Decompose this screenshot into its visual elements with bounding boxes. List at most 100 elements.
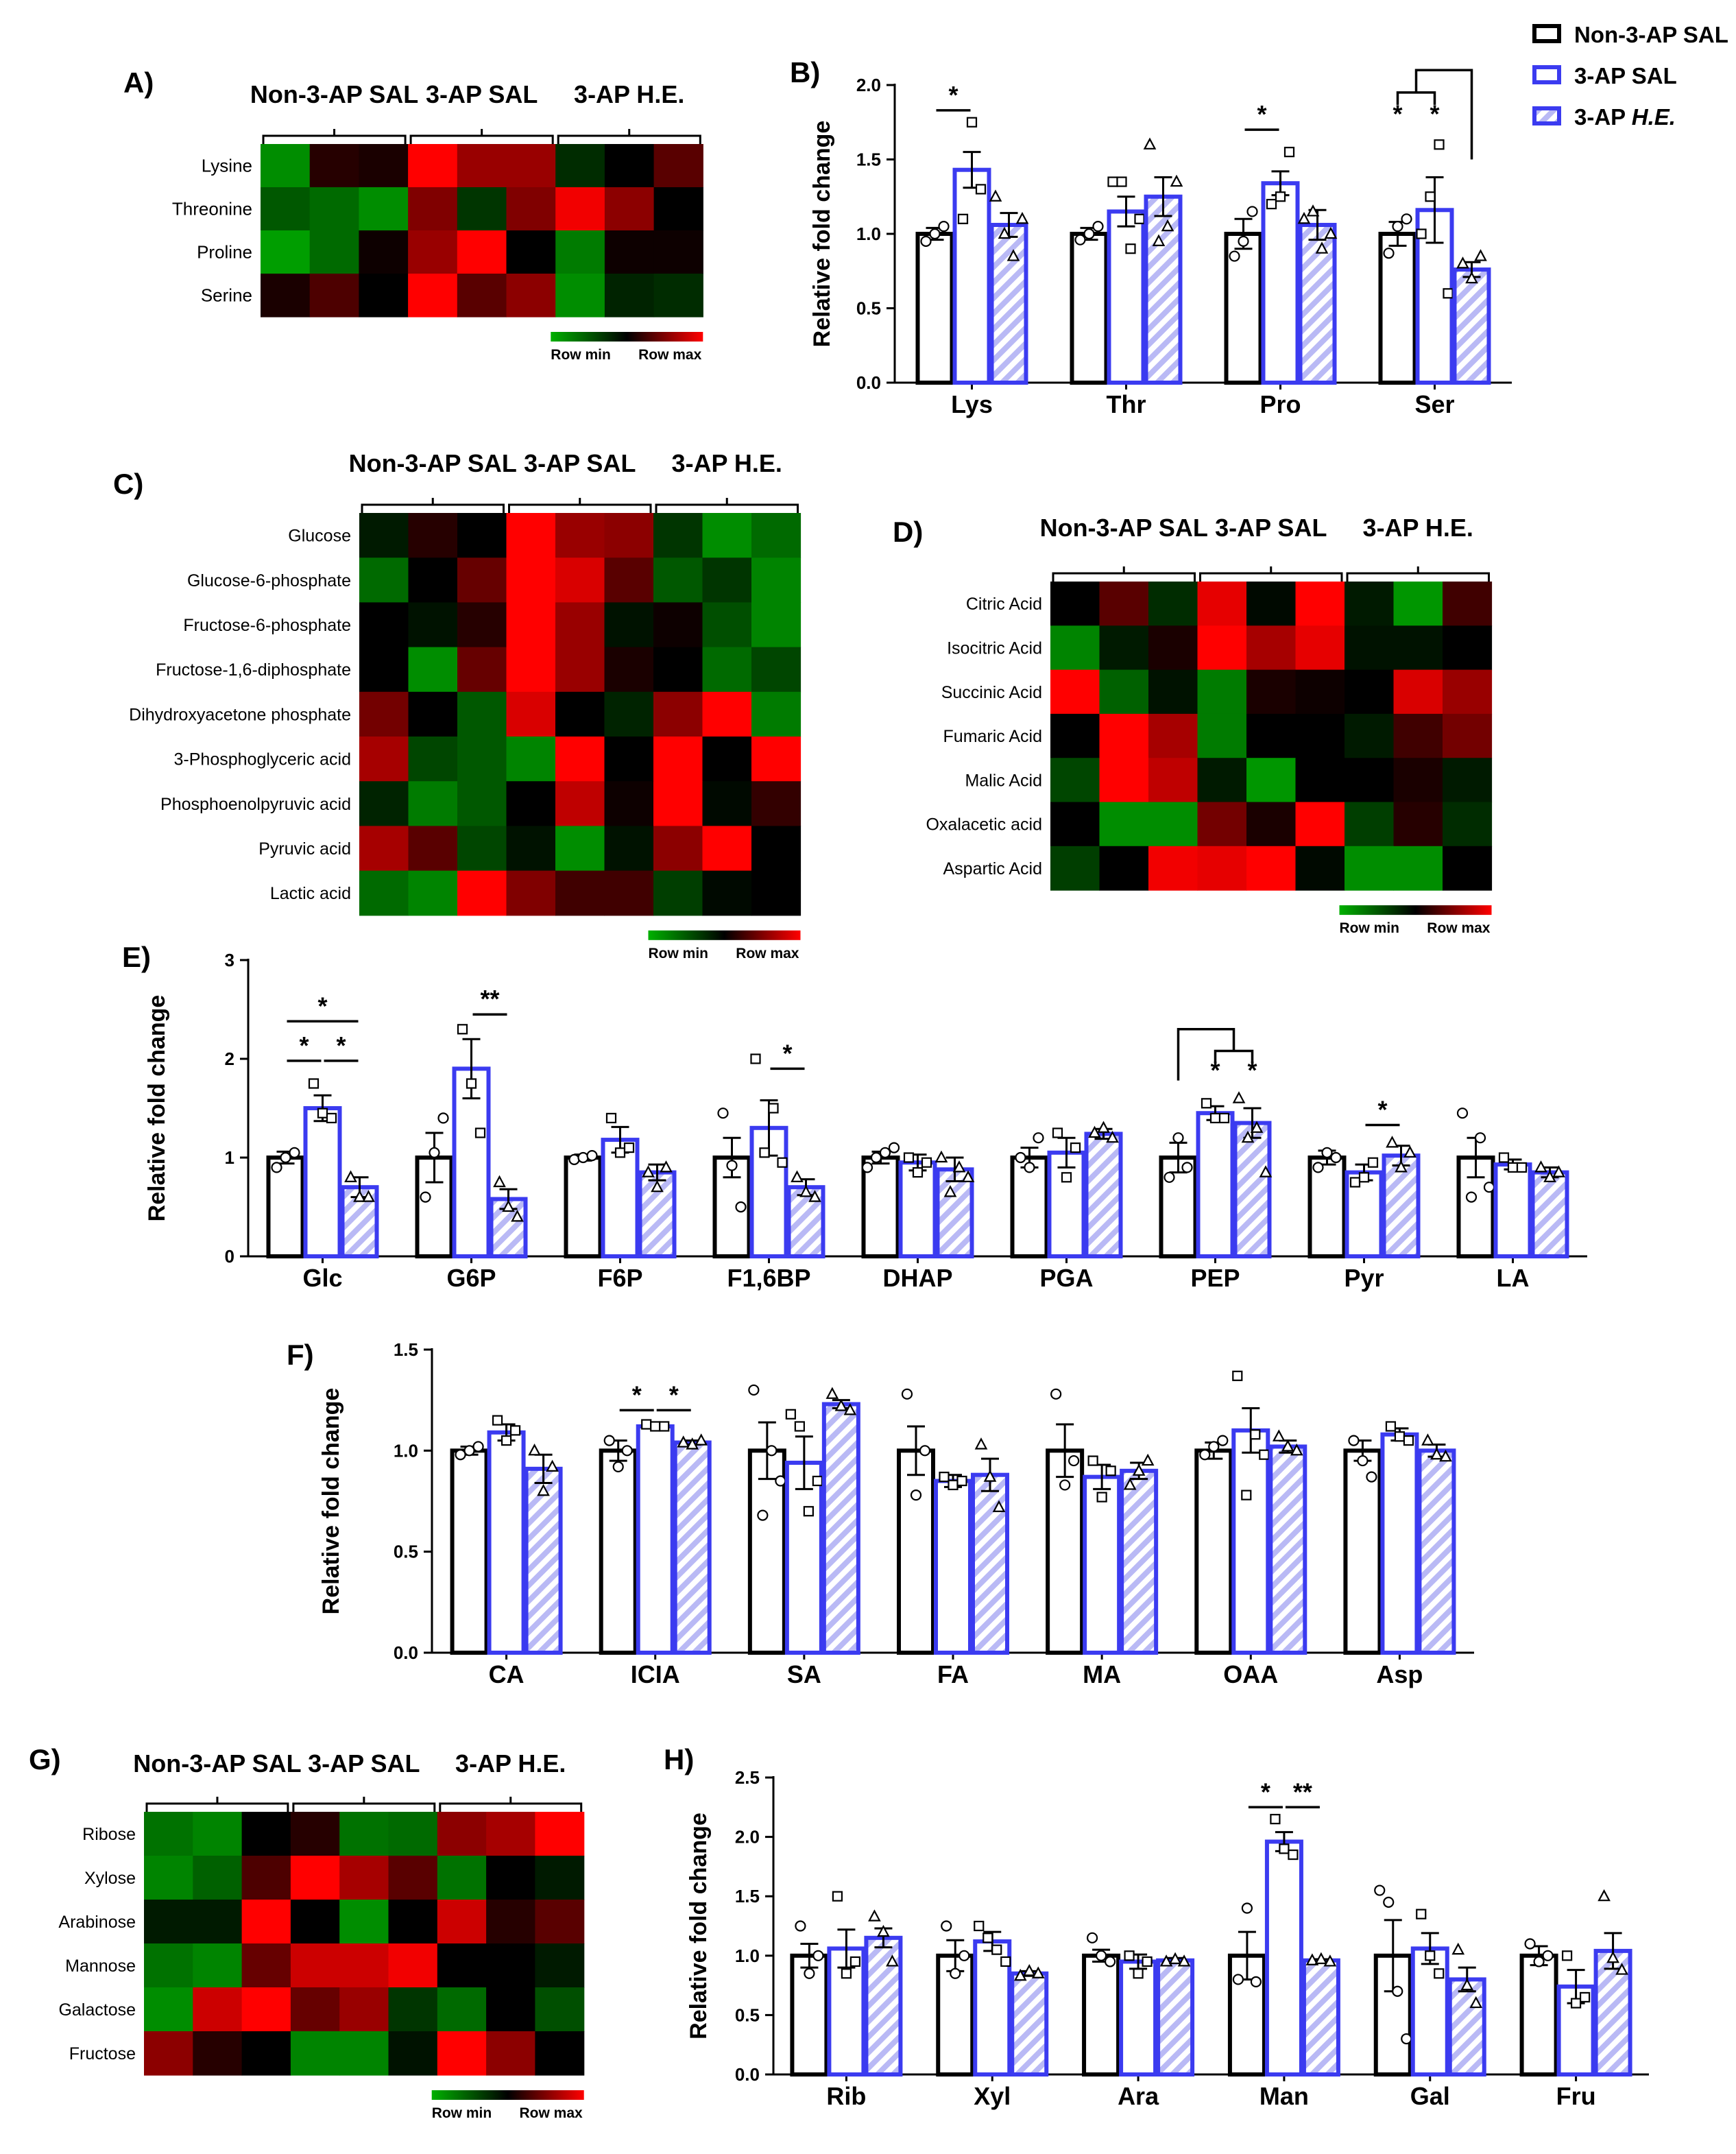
heatmap-cell [339,1856,389,1900]
heatmap-cell [1443,758,1493,803]
heatmap-cell [604,647,654,693]
heatmap-cell [408,144,458,188]
data-point [308,1078,320,1089]
heatmap-cell [702,513,752,558]
data-point [1403,1145,1416,1158]
heatmap-cell [1148,713,1198,758]
heatmap-cell [339,1812,389,1856]
data-point [1366,1471,1377,1483]
data-point [975,184,987,195]
heatmap-cell [261,144,311,188]
heatmap-cell [751,647,801,693]
heatmap-cell [1246,582,1297,626]
data-point [795,1920,806,1932]
heatmap-cell [653,737,703,782]
data-point [1460,1978,1474,1991]
heatmap-cell [555,647,605,693]
heatmap-scale-min-label: Row min [1340,920,1400,936]
data-point [1241,1130,1255,1143]
data-point [1266,199,1277,210]
heatmap-cell [702,647,752,693]
heatmap-cell [1345,669,1395,715]
data-point [472,1441,484,1452]
heatmap-cell [457,602,507,648]
data-point [1241,1902,1253,1914]
heatmap-g: Non-3-AP SAL 3-AP SAL 3-AP H.E. Ribose Xylos… [58,1749,585,2121]
legend-label-he-main: 3-AP [1574,104,1632,130]
heatmap-cell [339,2031,389,2076]
data-point [612,1461,624,1473]
heatmap-cell [193,1856,243,1900]
heatmap-cell [1295,758,1345,803]
heatmap-cell [604,144,655,188]
legend: Non-3-AP SAL 3-AP SAL 3-AP H.E. [1532,22,1728,130]
bar [1083,1474,1122,1655]
panel-label-b: B) [790,56,820,88]
data-point [791,1170,804,1182]
bar [489,1197,528,1258]
heatmap-group-label: 3-AP H.E. [1363,514,1473,542]
data-point [586,1150,598,1162]
significance-bracket [1396,91,1436,105]
data-point [1474,1132,1486,1144]
data-point [1217,1435,1229,1446]
data-point [1383,1896,1395,1908]
heatmap-cell [457,558,507,603]
heatmap-cell [339,1987,389,2032]
heatmap-cell [408,558,458,603]
heatmap-a: Non-3-AP SAL 3-AP SAL 3-AP H.E. Lysine Threo… [172,80,703,363]
heatmap-cell [653,691,703,737]
heatmap-cell [408,187,458,231]
heatmap-cell [290,1812,340,1856]
data-point [1434,139,1445,150]
heatmap-cell [1050,625,1100,671]
significance-marker: * [1257,100,1266,128]
bar [1530,1170,1569,1258]
x-tick-label: DHAP [882,1264,952,1292]
data-point [686,1437,699,1450]
heatmap-scale-max-label: Row max [736,946,799,961]
heatmap-cell [653,602,703,648]
data-point [1104,1956,1116,1967]
heatmap-cell [309,274,359,318]
data-point [759,1147,770,1158]
data-point [929,228,941,240]
significance-marker: * [669,1380,679,1409]
data-point [748,1384,760,1396]
data-point [1168,1952,1182,1965]
bar [935,1167,974,1259]
data-point [959,1950,970,1961]
bar-chart-f: 0.0 0.5 1.0 1.5 Relative fold change CA ICIA SA… [318,1339,1474,1688]
heatmap-row-label: Succinic Acid [941,683,1042,702]
significance-marker: * [1430,99,1439,128]
heatmap-cell [457,826,507,872]
data-point [1283,147,1295,158]
x-tick-label: FA [937,1660,969,1688]
heatmap-cell [457,230,507,274]
heatmap-cell [702,737,752,782]
data-point [1498,1152,1510,1163]
heatmap-cell [653,781,703,826]
heatmap-cell [1443,802,1493,847]
data-point [1374,1884,1386,1896]
legend-swatch-he [1532,106,1561,125]
heatmap-cell [535,1856,585,1900]
y-tick-label: 1.5 [856,149,881,170]
data-point [1306,204,1320,217]
significance-marker: * [317,992,327,1020]
heatmap-scale-max-label: Row max [638,347,702,363]
data-point [1416,228,1427,239]
data-point [1543,1170,1556,1182]
legend-label-he: 3-AP H.E. [1574,104,1676,130]
data-point [1209,1112,1221,1124]
heatmap-group-label: Non-3-AP SAL [133,1749,301,1778]
data-point [420,1191,431,1203]
data-point [317,1108,328,1118]
heatmap-cell [309,187,359,231]
heatmap-cell [359,826,409,872]
bar [1447,1977,1486,2077]
data-point [735,1201,747,1213]
significance-marker: * [1261,1778,1270,1806]
data-point [1116,176,1127,187]
heatmap-cell [702,870,752,916]
